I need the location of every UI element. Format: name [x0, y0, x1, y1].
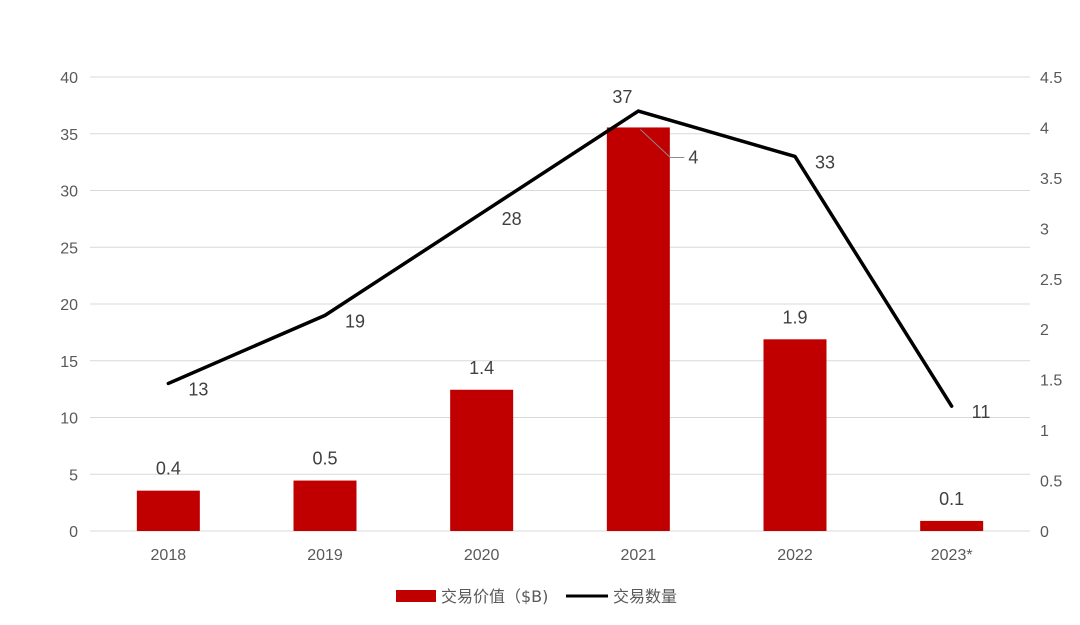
- right-tick-label: 0.5: [1040, 474, 1062, 491]
- right-tick-label: 1: [1040, 423, 1049, 440]
- line-data-label: 13: [188, 379, 208, 399]
- bar: [606, 127, 670, 531]
- x-tick-label: 2021: [621, 547, 657, 564]
- x-tick-label: 2023*: [931, 547, 973, 564]
- left-tick-label: 10: [60, 411, 78, 428]
- right-tick-label: 3: [1040, 221, 1049, 238]
- line-data-label: 11: [972, 402, 991, 422]
- right-tick-label: 4: [1040, 120, 1049, 137]
- right-tick-label: 2: [1040, 322, 1049, 339]
- left-tick-label: 5: [69, 467, 78, 484]
- left-tick-label: 15: [60, 354, 78, 371]
- line-data-label: 37: [612, 87, 632, 107]
- line-data-label: 19: [345, 311, 365, 331]
- legend-bar-swatch: [396, 590, 436, 602]
- bar-data-label: 0.5: [312, 449, 337, 469]
- right-tick-label: 4.5: [1040, 70, 1062, 87]
- bar: [450, 389, 514, 531]
- right-tick-label: 2.5: [1040, 272, 1062, 289]
- left-tick-label: 30: [60, 184, 78, 201]
- legend-line-label: 交易数量: [613, 587, 677, 606]
- bar-data-label: 0.1: [939, 489, 964, 509]
- bar: [920, 520, 984, 531]
- left-tick-label: 25: [60, 240, 78, 257]
- x-axis-ticks: 2018 2019 2020 2021 2022 2023*: [151, 547, 973, 564]
- gridlines: [90, 76, 1030, 532]
- right-tick-label: 0: [1040, 524, 1049, 541]
- bar: [293, 480, 357, 531]
- bar-data-label: 4: [688, 147, 698, 167]
- bar-series: [136, 127, 984, 531]
- bar-data-label: 1.9: [782, 307, 807, 327]
- x-tick-label: 2018: [151, 547, 187, 564]
- x-tick-label: 2019: [307, 547, 343, 564]
- line-series: [166, 109, 954, 408]
- legend-bar-label: 交易价值（$B): [441, 587, 548, 606]
- line-data-label: 33: [815, 152, 835, 172]
- legend: 交易价值（$B) 交易数量: [396, 587, 677, 606]
- bar-data-label: 1.4: [469, 358, 494, 378]
- left-tick-label: 20: [60, 297, 78, 314]
- left-axis-ticks: 0 5 10 15 20 25 30 35 40: [60, 70, 78, 541]
- left-tick-label: 35: [60, 127, 78, 144]
- right-tick-label: 1.5: [1040, 373, 1062, 390]
- line-data-label: 28: [502, 209, 522, 229]
- left-tick-label: 0: [69, 524, 78, 541]
- x-tick-label: 2022: [777, 547, 813, 564]
- bar: [763, 339, 827, 531]
- series-line: [166, 109, 954, 408]
- x-tick-label: 2020: [464, 547, 500, 564]
- bar-label-leader: [639, 129, 685, 158]
- left-tick-label: 40: [60, 70, 78, 87]
- bar-data-labels: 0.4 0.5 1.4 4 1.9 0.1: [156, 129, 964, 509]
- bar-data-label: 0.4: [156, 459, 181, 479]
- bar: [136, 490, 200, 531]
- line-data-labels: 13 19 28 37 33 11: [188, 87, 990, 422]
- right-tick-label: 3.5: [1040, 171, 1062, 188]
- right-axis-ticks: 0 0.5 1 1.5 2 2.5 3 3.5 4 4.5: [1040, 70, 1062, 541]
